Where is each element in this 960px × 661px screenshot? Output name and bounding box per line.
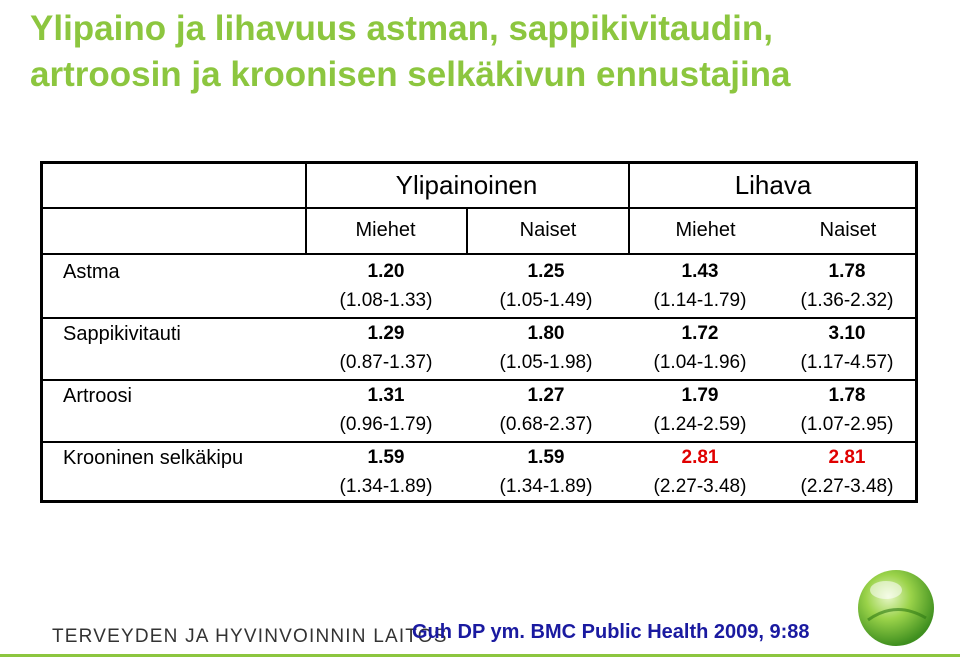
value-cell: 1.59 bbox=[367, 447, 405, 468]
ci-cell: (2.27-3.48) bbox=[800, 476, 894, 497]
ci-cell: (1.34-1.89) bbox=[339, 476, 433, 497]
subheader-women-overweight: Naiset bbox=[519, 219, 577, 241]
citation: Guh DP ym. BMC Public Health 2009, 9:88 bbox=[412, 621, 810, 643]
subheader-women-obese: Naiset bbox=[819, 219, 877, 241]
footer-accent-line bbox=[0, 654, 960, 657]
column-divider bbox=[628, 164, 630, 254]
corner-divider bbox=[43, 164, 305, 209]
ci-cell: (1.14-1.79) bbox=[653, 290, 747, 311]
ci-cell: (1.17-4.57) bbox=[800, 352, 894, 373]
value-cell: 1.78 bbox=[828, 261, 866, 282]
value-cell: 1.72 bbox=[681, 323, 719, 344]
subheader-men-obese: Miehet bbox=[675, 219, 736, 241]
column-divider bbox=[305, 164, 307, 254]
globe-logo-icon bbox=[858, 570, 934, 646]
value-cell: 1.20 bbox=[367, 261, 405, 282]
value-cell: 1.43 bbox=[681, 261, 719, 282]
ci-cell: (1.07-2.95) bbox=[800, 414, 894, 435]
ci-cell: (0.96-1.79) bbox=[339, 414, 433, 435]
slide-title: Ylipaino ja lihavuus astman, sappikivita… bbox=[30, 9, 791, 94]
ci-cell: (2.27-3.48) bbox=[653, 476, 747, 497]
value-cell: 1.80 bbox=[527, 323, 565, 344]
ci-cell: (0.87-1.37) bbox=[339, 352, 433, 373]
value-cell: 1.27 bbox=[527, 385, 565, 406]
ci-cell: (0.68-2.37) bbox=[499, 414, 593, 435]
value-cell: 1.25 bbox=[527, 261, 565, 282]
row-label-asthma: Astma bbox=[63, 261, 120, 283]
row-divider bbox=[43, 379, 915, 381]
value-cell: 3.10 bbox=[828, 323, 866, 344]
row-label-arthrosis: Artroosi bbox=[63, 385, 132, 407]
group-header-overweight: Ylipainoinen bbox=[305, 164, 628, 209]
results-table: Ylipainoinen Lihava Miehet Naiset Miehet… bbox=[40, 161, 918, 503]
ci-cell: (1.05-1.49) bbox=[499, 290, 593, 311]
value-cell: 1.31 bbox=[367, 385, 405, 406]
row-divider bbox=[43, 317, 915, 319]
value-cell: 1.59 bbox=[527, 447, 565, 468]
value-cell: 1.29 bbox=[367, 323, 405, 344]
value-cell-highlight: 2.81 bbox=[681, 447, 719, 468]
institution-logo-text: TERVEYDEN JA HYVINVOINNIN LAITOS bbox=[52, 626, 448, 647]
header-divider bbox=[43, 253, 915, 255]
row-label-back-pain: Krooninen selkäkipu bbox=[63, 447, 244, 469]
ci-cell: (1.24-2.59) bbox=[653, 414, 747, 435]
subheader-men-overweight: Miehet bbox=[355, 219, 416, 241]
value-cell: 1.78 bbox=[828, 385, 866, 406]
ci-cell: (1.05-1.98) bbox=[499, 352, 593, 373]
row-divider bbox=[43, 441, 915, 443]
value-cell-highlight: 2.81 bbox=[828, 447, 866, 468]
ci-cell: (1.34-1.89) bbox=[499, 476, 593, 497]
ci-cell: (1.08-1.33) bbox=[339, 290, 433, 311]
column-divider bbox=[466, 209, 468, 254]
row-label-gallstone: Sappikivitauti bbox=[63, 323, 181, 345]
group-header-obese: Lihava bbox=[628, 164, 918, 209]
value-cell: 1.79 bbox=[681, 385, 719, 406]
ci-cell: (1.36-2.32) bbox=[800, 290, 894, 311]
ci-cell: (1.04-1.96) bbox=[653, 352, 747, 373]
